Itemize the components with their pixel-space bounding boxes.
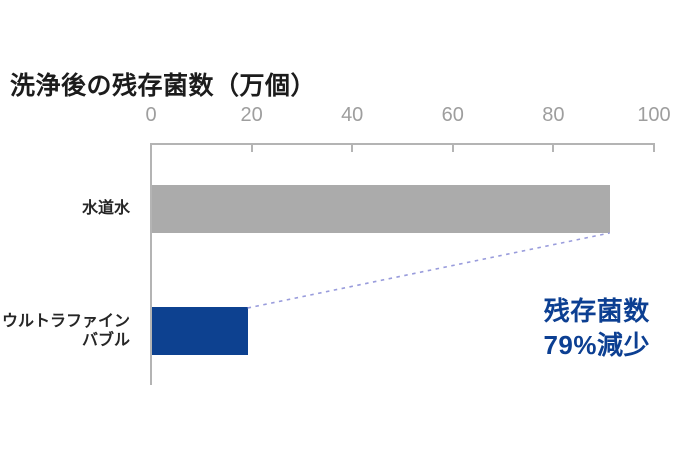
x-tick-mark: [250, 143, 253, 152]
x-tick-mark: [552, 143, 555, 152]
annotation-line-2: 79%減少: [543, 330, 650, 360]
y-axis-line: [150, 143, 152, 385]
bar-tap-water: [152, 185, 610, 233]
category-label-ultra-fine-bubble: ウルトラファイン バブル: [2, 312, 130, 350]
x-tick-label: 20: [240, 104, 263, 126]
x-tick-label: 40: [341, 104, 364, 126]
reduction-annotation: 残存菌数 79%減少: [543, 294, 650, 362]
x-tick-label: 80: [542, 104, 565, 126]
category-label-line: バブル: [81, 332, 130, 349]
category-label-tap-water: 水道水: [82, 200, 130, 218]
x-tick-label: 0: [145, 104, 157, 126]
bar-ultra-fine-bubble: [152, 307, 248, 355]
x-tick-label: 60: [441, 104, 464, 126]
chart-title: 洗浄後の残存菌数（万個）: [10, 72, 317, 100]
annotation-line-1: 残存菌数: [543, 296, 650, 326]
category-label-line: ウルトラファイン: [1, 313, 130, 330]
x-tick-mark: [653, 143, 655, 152]
x-tick-mark: [351, 143, 354, 152]
x-tick-mark: [150, 143, 152, 152]
category-label-line: 水道水: [81, 200, 130, 217]
x-axis-line: [150, 143, 655, 145]
x-tick-mark: [451, 143, 454, 152]
x-tick-label: 100: [637, 104, 671, 126]
